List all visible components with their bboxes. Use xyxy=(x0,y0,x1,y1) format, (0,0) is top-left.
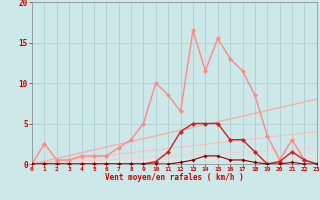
X-axis label: Vent moyen/en rafales ( km/h ): Vent moyen/en rafales ( km/h ) xyxy=(105,173,244,182)
